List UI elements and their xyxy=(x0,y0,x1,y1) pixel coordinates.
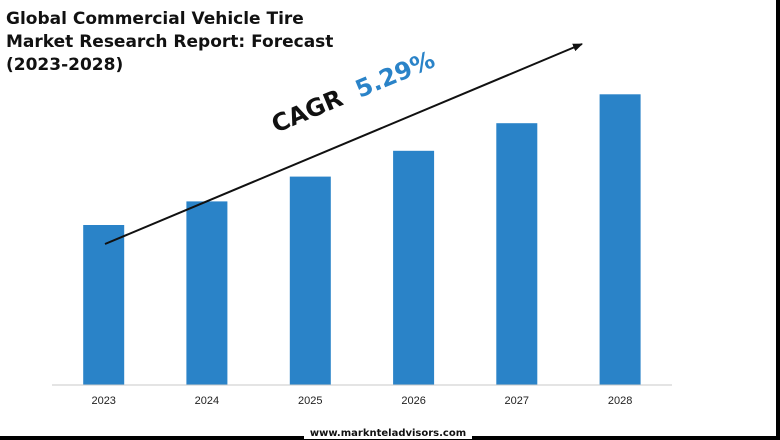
bar-2023 xyxy=(83,225,125,385)
x-tick-labels: 2023 2024 2025 2026 2027 2028 xyxy=(91,395,632,407)
bar-2028 xyxy=(599,94,641,386)
chart-title-line-2: Market Research Report: Forecast xyxy=(6,32,334,52)
x-tick-label-2026: 2026 xyxy=(401,395,425,407)
x-tick-label-2025: 2025 xyxy=(298,395,322,407)
bar-2024 xyxy=(186,201,228,385)
footer-website: www.marknteladvisors.com xyxy=(303,428,473,439)
bar-2027 xyxy=(496,123,538,385)
x-tick-label-2027: 2027 xyxy=(505,395,529,407)
cagr-label: CAGR xyxy=(268,84,347,139)
footer: www.marknteladvisors.com xyxy=(0,422,776,439)
x-tick-label-2024: 2024 xyxy=(195,395,219,407)
bars-layer xyxy=(83,94,641,386)
cagr-value: 5.29% xyxy=(351,46,439,104)
cagr-annotation: CAGR 5.29% xyxy=(268,46,439,139)
cagr-trend-arrow xyxy=(104,43,583,245)
x-tick-label-2023: 2023 xyxy=(91,395,115,407)
bar-2025 xyxy=(289,176,331,385)
bar-2026 xyxy=(393,150,435,385)
x-tick-label-2028: 2028 xyxy=(608,395,632,407)
chart-title-line-3: (2023-2028) xyxy=(6,55,124,75)
chart-title: Global Commercial Vehicle Tire Market Re… xyxy=(6,8,366,77)
chart-title-line-1: Global Commercial Vehicle Tire xyxy=(6,9,304,29)
